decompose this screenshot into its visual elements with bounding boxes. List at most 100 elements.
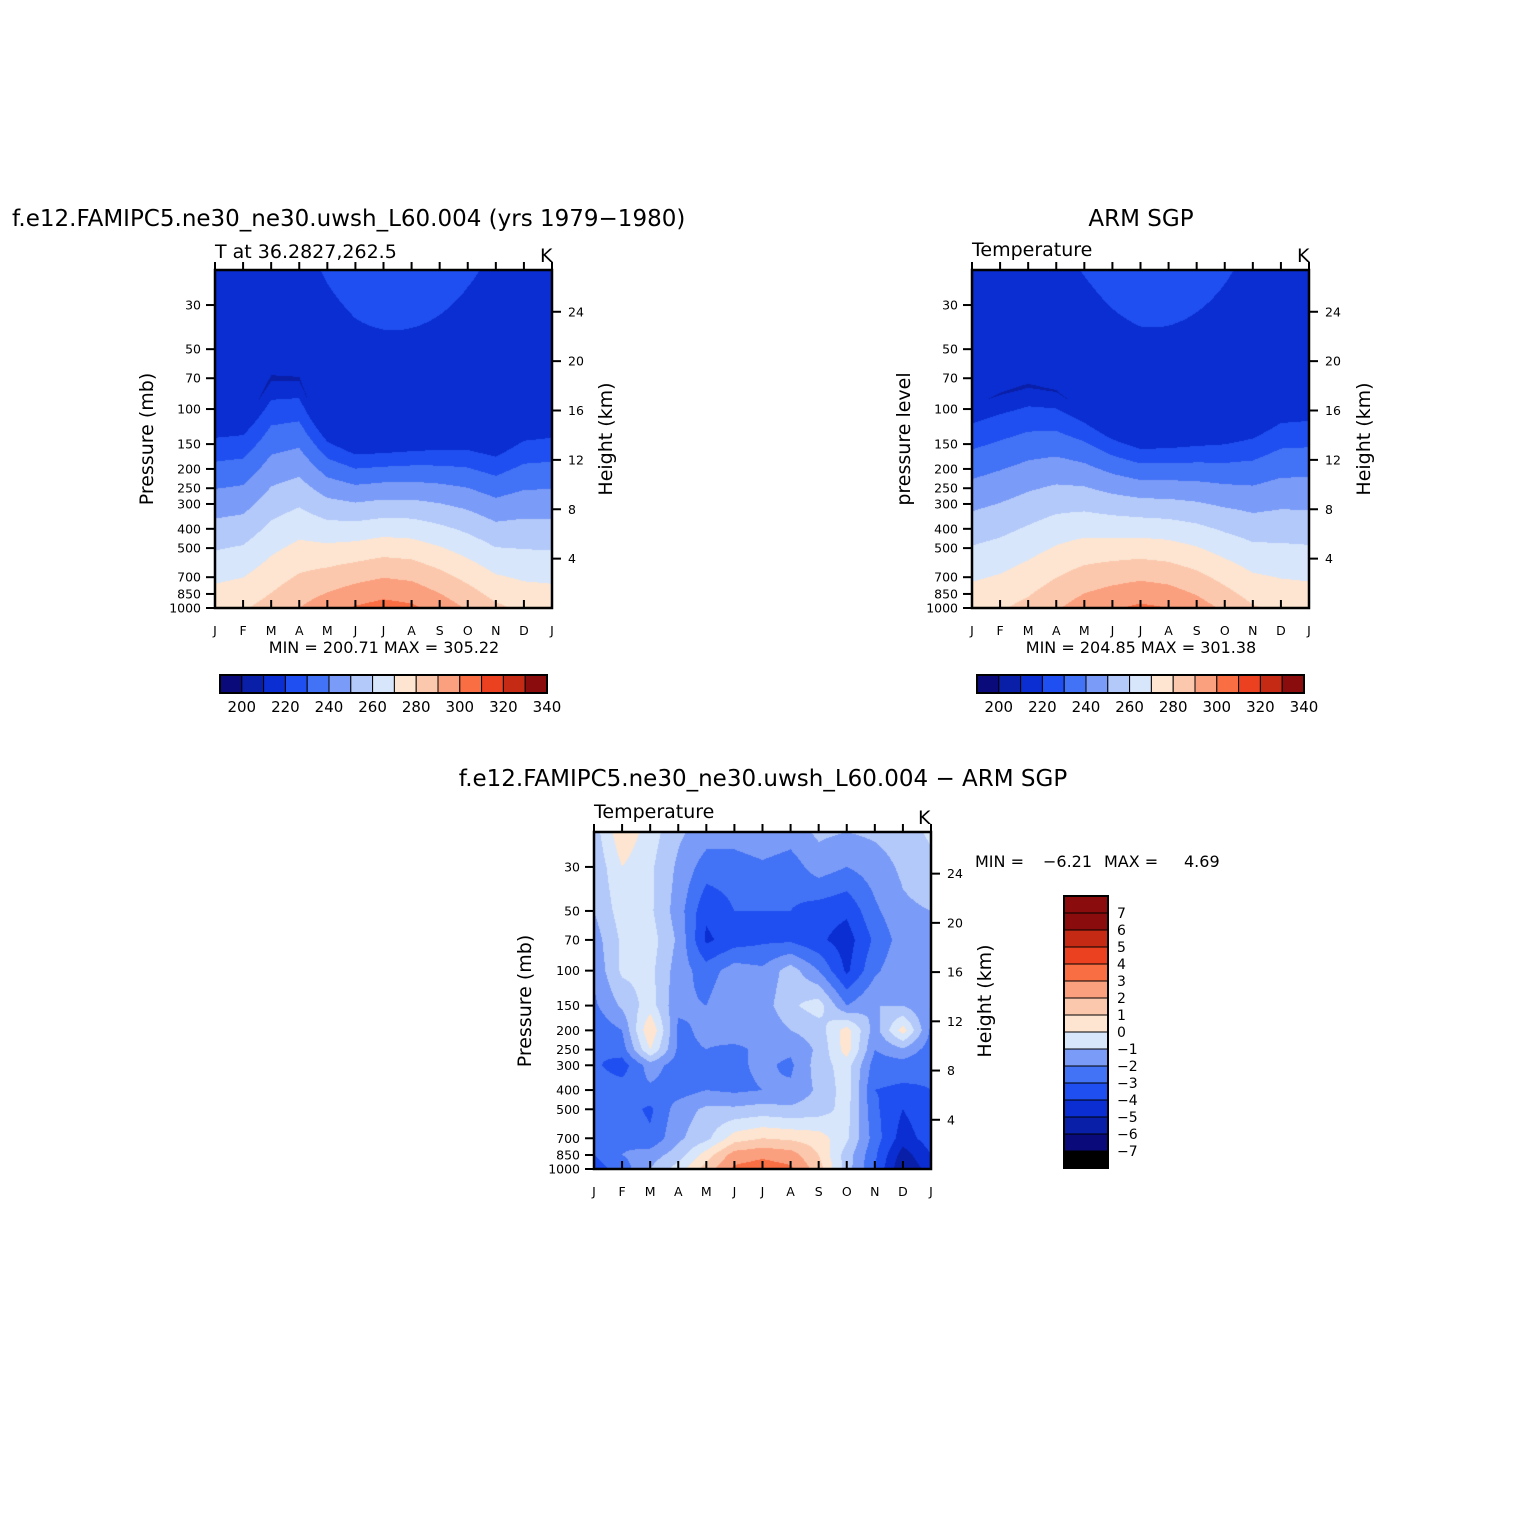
- colorbar-box: [350, 674, 374, 694]
- colorbar-label: 4: [1117, 957, 1126, 973]
- colorbar-box: [1063, 1116, 1109, 1135]
- colorbar-box: [524, 674, 548, 694]
- y-tick-label: 1000: [548, 1162, 580, 1177]
- y-tick-label: 150: [556, 998, 580, 1013]
- y-tick-label: 400: [177, 521, 201, 536]
- x-tick-label: M: [322, 623, 333, 638]
- colorbar-label: 280: [402, 698, 431, 716]
- x-tick-label: J: [1110, 623, 1115, 638]
- colorbar-label: 1: [1117, 1008, 1126, 1024]
- y2-tick-label: 8: [1325, 502, 1333, 517]
- colorbar-outline: [976, 674, 1305, 694]
- panel-model-field: [215, 270, 552, 608]
- x-tick-label: M: [701, 1184, 712, 1199]
- colorbar-box: [1041, 674, 1065, 694]
- panel-model: f.e12.FAMIPC5.ne30_ne30.uwsh_L60.004 (yr…: [12, 206, 685, 716]
- colorbar-box: [1063, 1014, 1109, 1033]
- colorbar-box: [998, 674, 1022, 694]
- colorbar-box: [241, 674, 265, 694]
- colorbar-label: 220: [1028, 698, 1057, 716]
- colorbar-box: [415, 674, 439, 694]
- y-tick-label: 70: [564, 932, 580, 947]
- y-tick-label: 50: [942, 342, 958, 357]
- x-tick-label: J: [212, 623, 217, 638]
- colorbar-label: −1: [1117, 1042, 1138, 1058]
- panel-diff-ylabel: Pressure (mb): [514, 935, 536, 1068]
- x-tick-label: J: [381, 623, 386, 638]
- colorbar-label: −5: [1117, 1110, 1138, 1126]
- colorbar-box: [328, 674, 352, 694]
- y-tick-label: 150: [177, 437, 201, 452]
- panel-diff-subtitle: Temperature: [593, 801, 714, 823]
- panel-model-colorbar: 200 220 240 260 280 300 320 340: [219, 674, 561, 716]
- y2-tick-label: 20: [568, 354, 584, 369]
- x-tick-label: F: [996, 623, 1003, 638]
- panel-model-subtitle: T at 36.2827,262.5: [214, 241, 397, 263]
- y-tick-label: 200: [934, 461, 958, 476]
- panel-diff-title: f.e12.FAMIPC5.ne30_ne30.uwsh_L60.004 − A…: [459, 766, 1068, 792]
- x-tick-label: M: [1079, 623, 1090, 638]
- panel-diff-field: [594, 832, 931, 1169]
- colorbar-box: [1063, 674, 1087, 694]
- y-tick-label: 70: [185, 371, 201, 386]
- colorbar-box: [1129, 674, 1152, 694]
- y2-tick-label: 16: [568, 403, 584, 418]
- y-tick-label: 100: [177, 402, 201, 417]
- y-tick-label: 100: [556, 963, 580, 978]
- y-tick-label: 250: [556, 1042, 580, 1057]
- x-tick-label: S: [815, 1184, 823, 1199]
- colorbar-box: [1063, 980, 1109, 999]
- y-tick-label: 250: [934, 481, 958, 496]
- colorbar-box: [1172, 674, 1196, 694]
- y2-tick-label: 24: [568, 304, 584, 319]
- x-tick-label: O: [463, 623, 473, 638]
- x-tick-label: J: [1138, 623, 1143, 638]
- x-tick-label: A: [1164, 623, 1173, 638]
- colorbar-box: [1063, 1048, 1109, 1067]
- colorbar-label: 260: [1115, 698, 1144, 716]
- colorbar-box: [481, 674, 504, 694]
- panel-diff-stats-min: −6.21: [1043, 852, 1092, 871]
- panel-obs-units: K: [1297, 245, 1310, 267]
- x-tick-label: J: [549, 623, 554, 638]
- colorbar-label: 240: [315, 698, 344, 716]
- y2-tick-label: 12: [568, 452, 584, 467]
- x-tick-label: J: [969, 623, 974, 638]
- x-tick-label: N: [491, 623, 500, 638]
- x-tick-label: M: [1023, 623, 1034, 638]
- y-tick-label: 300: [556, 1058, 580, 1073]
- colorbar-outline: [1063, 895, 1109, 1169]
- x-tick-label: O: [842, 1184, 852, 1199]
- y2-tick-label: 4: [947, 1112, 955, 1127]
- x-tick-label: J: [591, 1184, 596, 1199]
- colorbar-label: 340: [1290, 698, 1319, 716]
- y-tick-label: 500: [177, 541, 201, 556]
- colorbar-box: [1150, 674, 1174, 694]
- y-tick-label: 850: [177, 586, 201, 601]
- x-tick-label: J: [928, 1184, 933, 1199]
- y-tick-label: 30: [564, 859, 580, 874]
- colorbar-label: −2: [1117, 1059, 1138, 1075]
- y2-tick-label: 16: [1325, 403, 1341, 418]
- panel-diff-stats-max: 4.69: [1184, 852, 1220, 871]
- colorbar-box: [1063, 963, 1109, 982]
- x-tick-label: N: [870, 1184, 879, 1199]
- y-tick-label: 100: [934, 402, 958, 417]
- colorbar-box: [1063, 912, 1109, 931]
- colorbar-label: 300: [1202, 698, 1231, 716]
- x-tick-label: J: [1306, 623, 1311, 638]
- panel-diff-y2label: Height (km): [974, 944, 996, 1057]
- colorbar-label: −6: [1117, 1127, 1138, 1143]
- colorbar-box: [459, 674, 483, 694]
- colorbar-box: [1063, 1031, 1109, 1050]
- y-tick-label: 400: [556, 1083, 580, 1098]
- colorbar-label: 320: [489, 698, 518, 716]
- colorbar-box: [1107, 674, 1131, 694]
- x-tick-label: A: [1052, 623, 1061, 638]
- colorbar-box: [1063, 946, 1109, 965]
- y2-tick-label: 8: [947, 1063, 955, 1078]
- y2-tick-label: 24: [1325, 304, 1341, 319]
